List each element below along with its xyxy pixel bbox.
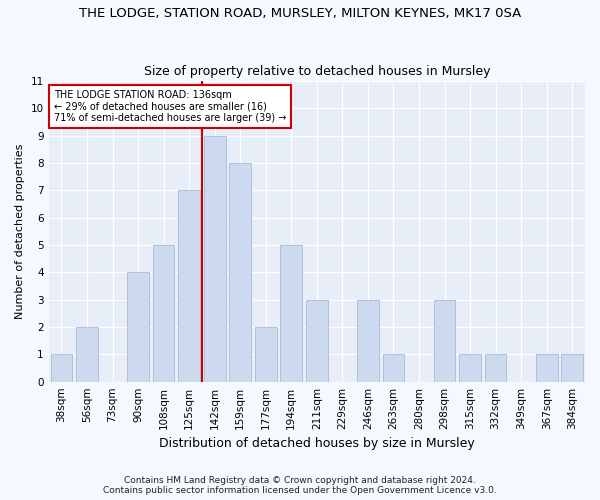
Bar — [178, 190, 200, 382]
Bar — [562, 354, 583, 382]
Bar — [357, 300, 379, 382]
Bar — [485, 354, 506, 382]
Bar — [536, 354, 557, 382]
Y-axis label: Number of detached properties: Number of detached properties — [15, 144, 25, 319]
Bar — [204, 136, 226, 382]
Title: Size of property relative to detached houses in Mursley: Size of property relative to detached ho… — [143, 66, 490, 78]
Bar — [383, 354, 404, 382]
Text: Contains HM Land Registry data © Crown copyright and database right 2024.
Contai: Contains HM Land Registry data © Crown c… — [103, 476, 497, 495]
Text: THE LODGE, STATION ROAD, MURSLEY, MILTON KEYNES, MK17 0SA: THE LODGE, STATION ROAD, MURSLEY, MILTON… — [79, 8, 521, 20]
Bar — [127, 272, 149, 382]
Text: THE LODGE STATION ROAD: 136sqm
← 29% of detached houses are smaller (16)
71% of : THE LODGE STATION ROAD: 136sqm ← 29% of … — [54, 90, 286, 124]
X-axis label: Distribution of detached houses by size in Mursley: Distribution of detached houses by size … — [159, 437, 475, 450]
Bar — [255, 327, 277, 382]
Bar — [153, 245, 175, 382]
Bar — [229, 163, 251, 382]
Bar — [306, 300, 328, 382]
Bar — [76, 327, 98, 382]
Bar — [280, 245, 302, 382]
Bar — [434, 300, 455, 382]
Bar — [50, 354, 72, 382]
Bar — [459, 354, 481, 382]
